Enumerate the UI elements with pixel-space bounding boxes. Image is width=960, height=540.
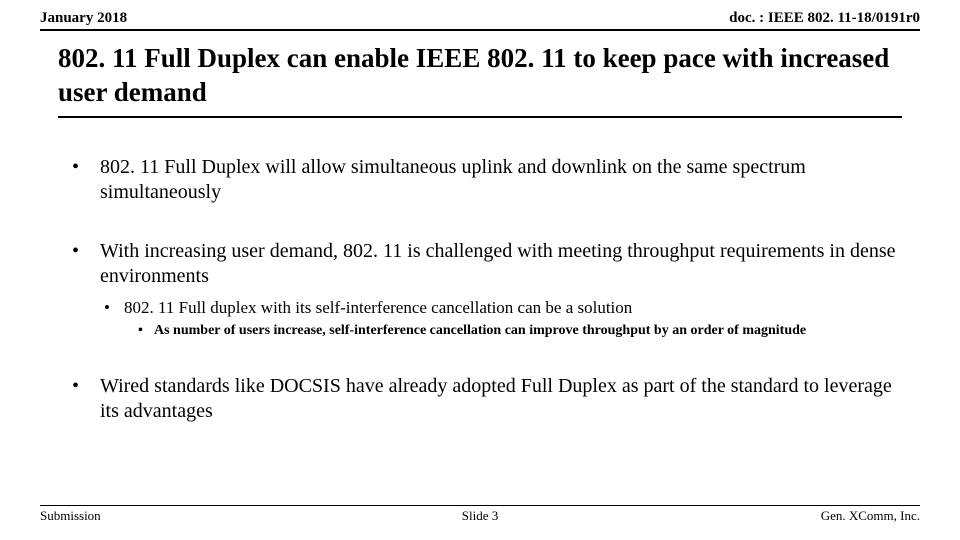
slide-content: 802. 11 Full Duplex will allow simultane… bbox=[72, 155, 908, 458]
footer-center: Slide 3 bbox=[462, 508, 498, 524]
bullet-lvl1: 802. 11 Full Duplex will allow simultane… bbox=[72, 155, 908, 205]
bullet-lvl1: Wired standards like DOCSIS have already… bbox=[72, 374, 908, 424]
header-docref: doc. : IEEE 802. 11-18/0191r0 bbox=[729, 10, 920, 27]
slide-header: January 2018 doc. : IEEE 802. 11-18/0191… bbox=[40, 10, 920, 31]
bullet-text: Wired standards like DOCSIS have already… bbox=[100, 375, 892, 422]
bullet-text: With increasing user demand, 802. 11 is … bbox=[100, 240, 895, 287]
bullet-lvl1: With increasing user demand, 802. 11 is … bbox=[72, 239, 908, 340]
header-date: January 2018 bbox=[40, 10, 127, 27]
bullet-lvl3: As number of users increase, self-interf… bbox=[124, 322, 908, 340]
footer-left: Submission bbox=[40, 508, 101, 524]
slide-title: 802. 11 Full Duplex can enable IEEE 802.… bbox=[58, 42, 902, 118]
slide-footer: Submission Slide 3 Gen. XComm, Inc. bbox=[40, 505, 920, 524]
bullet-text: As number of users increase, self-interf… bbox=[154, 323, 806, 338]
footer-right: Gen. XComm, Inc. bbox=[821, 508, 920, 524]
bullet-text: 802. 11 Full Duplex will allow simultane… bbox=[100, 156, 806, 203]
bullet-lvl2: 802. 11 Full duplex with its self-interf… bbox=[100, 297, 908, 340]
bullet-text: 802. 11 Full duplex with its self-interf… bbox=[124, 298, 632, 317]
